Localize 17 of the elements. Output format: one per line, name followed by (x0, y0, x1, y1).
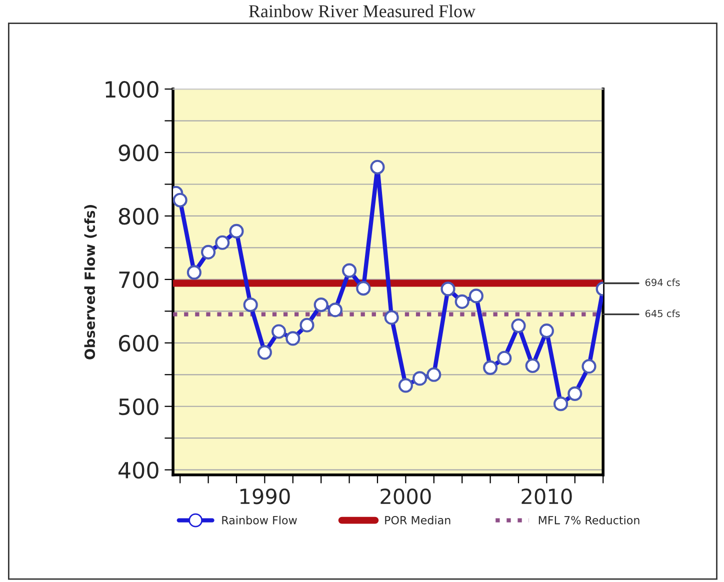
y-tick-label: 800 (118, 208, 158, 225)
x-tick-label: 2010 (522, 488, 572, 504)
y-tick-label: 500 (119, 398, 158, 416)
y-tick-label: 400 (118, 462, 158, 479)
annotation: 645 cfs (645, 310, 680, 318)
legend-label: POR Median (385, 516, 450, 524)
legend-label: Rainbow Flow (222, 516, 297, 524)
y-tick-label: 900 (118, 144, 158, 162)
y-axis-title: Observed Flow (cfs) (84, 205, 97, 360)
x-tick-label: 2000 (380, 488, 431, 504)
y-tick-label: 600 (118, 334, 158, 352)
chart-title: Rainbow River Measured Flow (248, 4, 476, 18)
y-tick-label: 1000 (106, 80, 158, 98)
legend-label: MFL 7% Reduction (538, 516, 640, 524)
y-tick-label: 700 (119, 271, 158, 288)
annotation: 694 cfs (645, 278, 680, 286)
x-tick-label: 1990 (240, 488, 290, 504)
